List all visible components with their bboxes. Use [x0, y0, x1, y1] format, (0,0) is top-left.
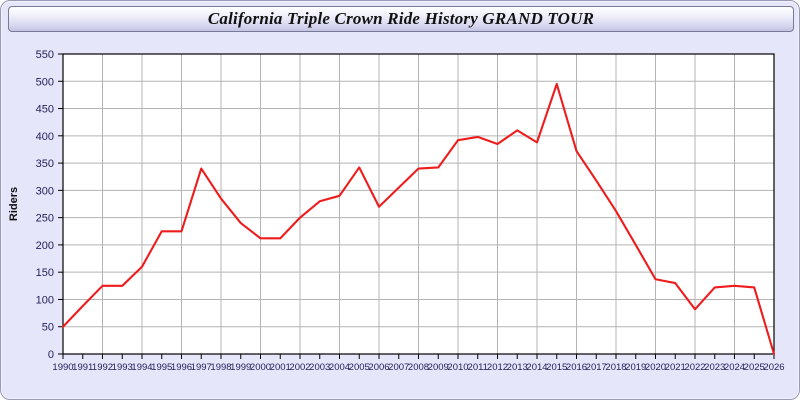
title-bar: California Triple Crown Ride History GRA…	[8, 6, 794, 32]
x-axis-tick-label: 2018	[605, 362, 626, 373]
page-title: California Triple Crown Ride History GRA…	[207, 9, 595, 28]
y-axis-tick-label: 150	[36, 267, 54, 279]
x-axis-tick-label: 2008	[408, 362, 429, 373]
x-axis-tick-label: 1994	[131, 362, 152, 373]
x-axis-tick-label: 1992	[92, 362, 113, 373]
x-axis-tick-label: 2026	[763, 362, 784, 373]
x-axis-tick-label: 2006	[368, 362, 389, 373]
x-axis-tick-label: 2007	[388, 362, 409, 373]
x-axis-tick-label: 2002	[289, 362, 310, 373]
y-axis-tick-label: 50	[42, 322, 54, 334]
y-axis-tick-label: 200	[36, 240, 54, 252]
y-axis-tick-label: 0	[48, 349, 54, 361]
x-axis-tick-label: 1990	[52, 362, 73, 373]
x-axis-tick-label: 1998	[210, 362, 231, 373]
x-axis-tick-label: 2013	[507, 362, 528, 373]
x-axis-tick-label: 2021	[665, 362, 686, 373]
x-axis-tick-label: 2003	[309, 362, 330, 373]
plot-frame	[62, 53, 775, 355]
x-axis-tick-label: 2019	[625, 362, 646, 373]
x-axis-tick-label: 1991	[72, 362, 93, 373]
y-axis-tick-label: 450	[36, 104, 54, 116]
x-axis-tick-label: 2020	[645, 362, 666, 373]
x-axis-tick-label: 1997	[191, 362, 212, 373]
y-axis-tick-label: 550	[36, 49, 54, 61]
y-axis-tick-label: 350	[36, 158, 54, 170]
x-axis-tick-label: 2010	[447, 362, 468, 373]
x-axis-tick-label: 2024	[724, 362, 745, 373]
x-axis-tick-label: 2005	[349, 362, 370, 373]
x-axis-tick-label: 1995	[151, 362, 172, 373]
x-axis-tick-label: 2014	[526, 362, 547, 373]
x-axis-tick-label: 1993	[112, 362, 133, 373]
x-axis-tick-label: 2022	[684, 362, 705, 373]
y-axis-tick-label: 400	[36, 131, 54, 143]
x-axis-tick-label: 2004	[329, 362, 350, 373]
y-axis-tick-label: 250	[36, 213, 54, 225]
x-axis-tick-label: 2011	[468, 362, 488, 373]
x-axis-tick-label: 1996	[171, 362, 192, 373]
x-axis-tick-label: 2015	[546, 362, 567, 373]
y-axis-tick-label: 500	[36, 76, 54, 88]
x-axis-tick-label: 2017	[586, 362, 607, 373]
x-axis-tick-label: 2009	[428, 362, 449, 373]
x-axis-tick-label: 2023	[704, 362, 725, 373]
data-series-line	[61, 82, 776, 356]
y-axis-tick-label: 100	[36, 294, 54, 306]
chart-svg: 0501001502002503003504004505005501990199…	[8, 49, 785, 373]
x-axis-tick-label: 2025	[744, 362, 765, 373]
y-axis-title: Riders	[8, 187, 20, 221]
x-axis-tick-label: 2012	[487, 362, 508, 373]
x-axis-tick-label: 2001	[270, 362, 291, 373]
x-axis-tick-label: 2000	[250, 362, 271, 373]
x-axis-tick-label: 1999	[230, 362, 251, 373]
x-axis-tick-label: 2016	[566, 362, 587, 373]
y-axis-tick-label: 300	[36, 185, 54, 197]
